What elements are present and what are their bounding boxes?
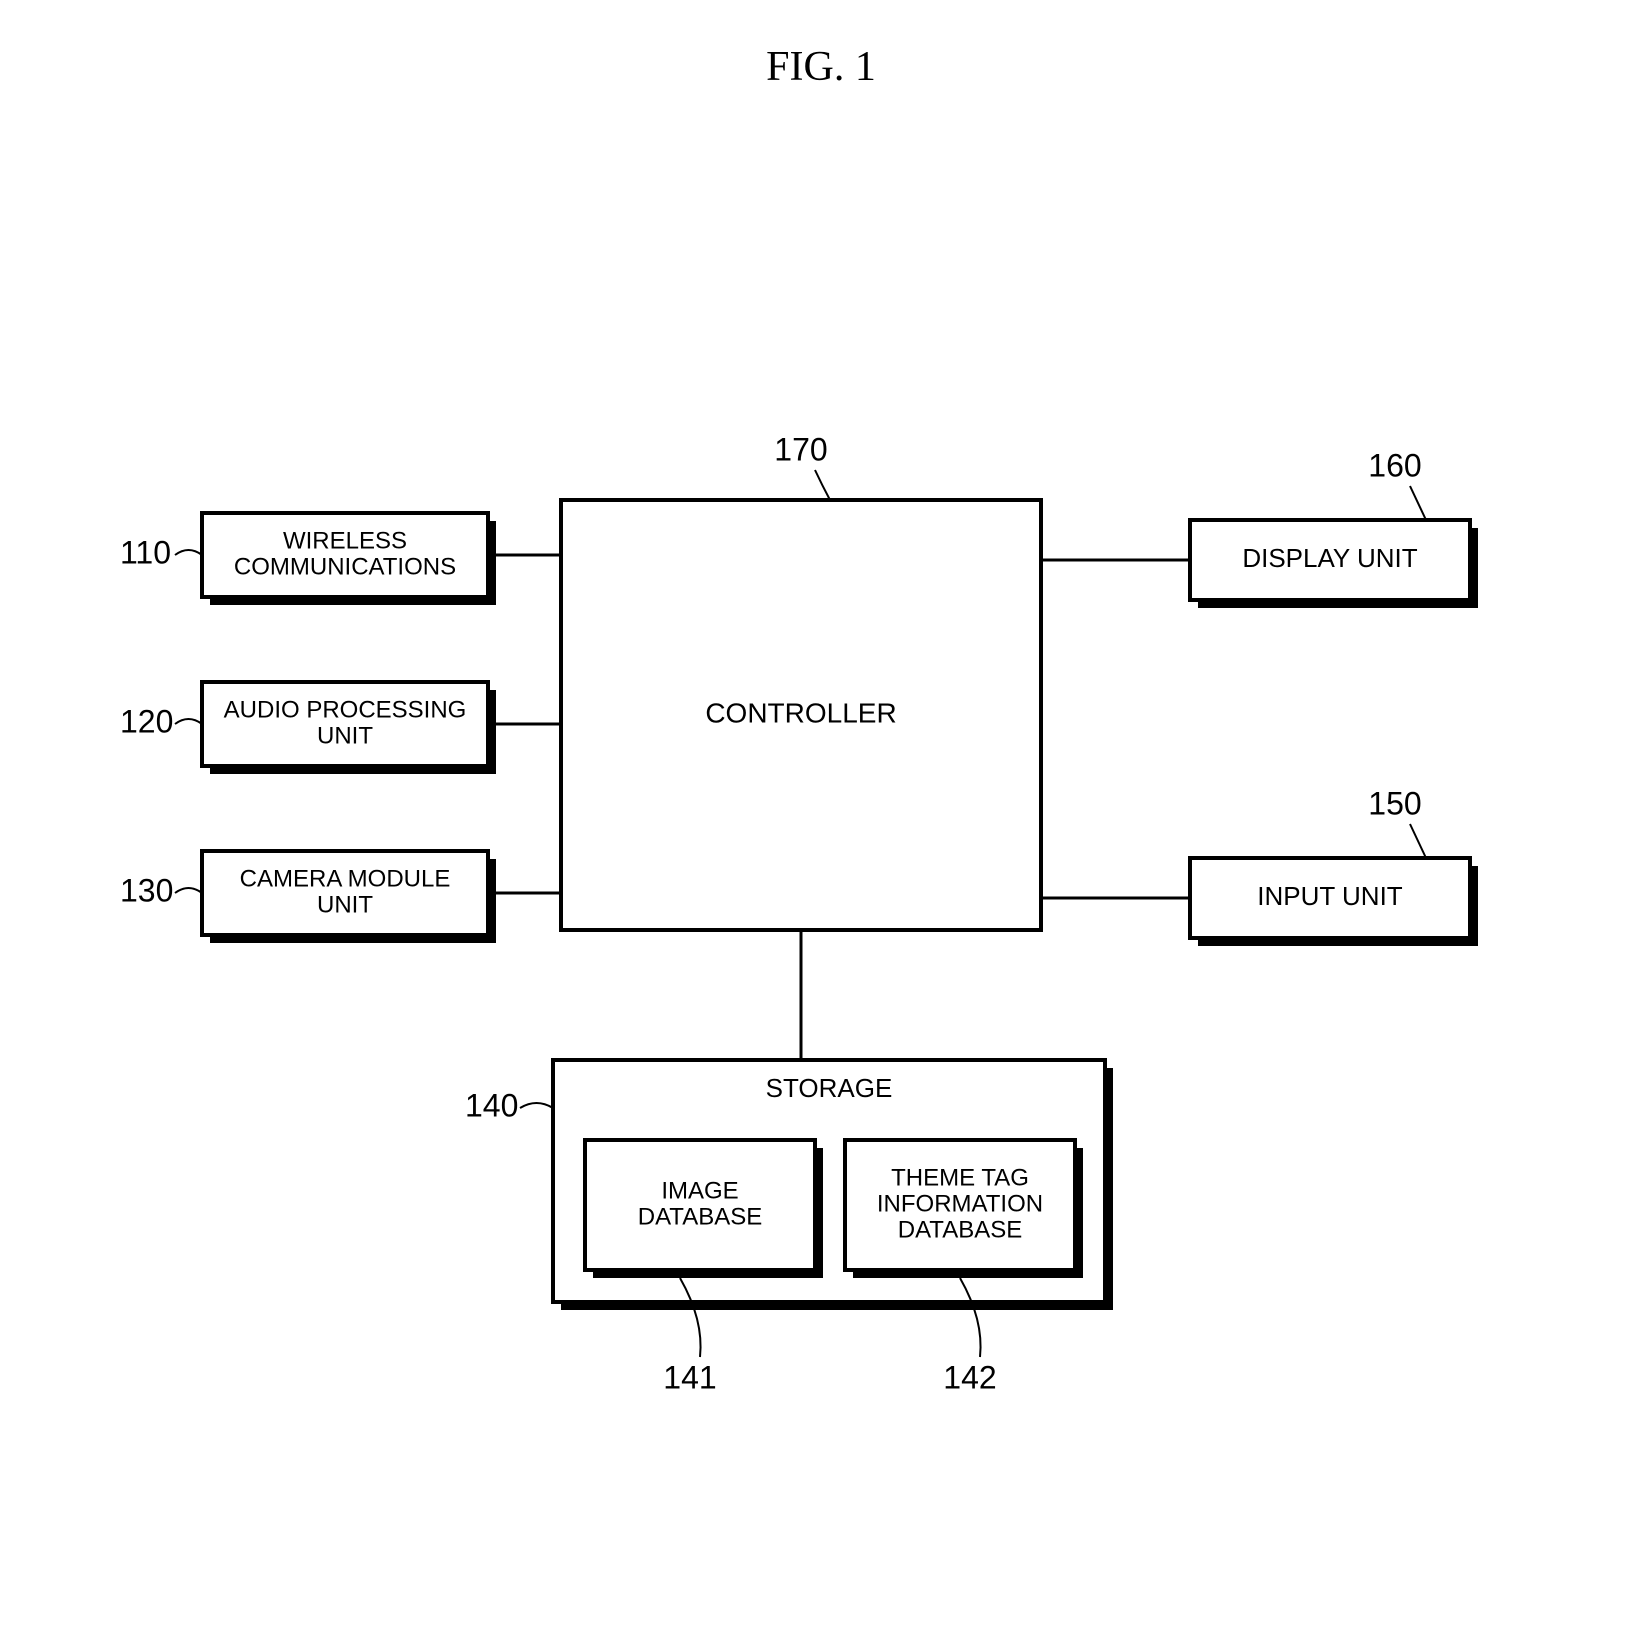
ref-leader [1410, 486, 1426, 520]
ref-number: 141 [663, 1359, 716, 1395]
box-label-line: UNIT [317, 722, 373, 749]
box-label-line: DATABASE [638, 1203, 762, 1230]
theme-tag-database-box: THEME TAGINFORMATIONDATABASE [845, 1140, 1083, 1278]
controller-box: CONTROLLER [561, 500, 1041, 930]
wireless-comm-box: WIRELESSCOMMUNICATIONS [202, 513, 496, 605]
display-unit-box: DISPLAY UNIT [1190, 520, 1478, 608]
ref-leader [1410, 824, 1426, 858]
input-unit-box: INPUT UNIT [1190, 858, 1478, 946]
ref-leader [815, 470, 830, 500]
box-label-line: IMAGE [661, 1177, 738, 1204]
box-label-line: THEME TAG [891, 1164, 1029, 1191]
box-label-line: DATABASE [898, 1216, 1022, 1243]
ref-number: 140 [465, 1087, 518, 1123]
figure-title: FIG. 1 [766, 44, 876, 90]
box-label-line: INFORMATION [877, 1190, 1043, 1217]
storage-label: STORAGE [766, 1073, 893, 1103]
camera-module-box: CAMERA MODULEUNIT [202, 851, 496, 943]
image-database-box: IMAGEDATABASE [585, 1140, 823, 1278]
ref-leader [175, 719, 202, 724]
box-label-line: DISPLAY UNIT [1242, 543, 1417, 573]
ref-leader [520, 1103, 553, 1108]
box-label-line: CAMERA MODULE [240, 865, 451, 892]
ref-number: 160 [1368, 447, 1421, 483]
controller-label: CONTROLLER [705, 697, 896, 728]
ref-number: 150 [1368, 785, 1421, 821]
ref-number: 120 [120, 703, 173, 739]
ref-leader [175, 888, 202, 893]
box-label-line: AUDIO PROCESSING [224, 696, 467, 723]
box-label-line: WIRELESS [283, 527, 407, 554]
ref-number: 130 [120, 872, 173, 908]
ref-number: 170 [774, 431, 827, 467]
ref-number: 142 [943, 1359, 996, 1395]
ref-leader [175, 550, 202, 555]
audio-processing-box: AUDIO PROCESSINGUNIT [202, 682, 496, 774]
box-label-line: COMMUNICATIONS [234, 553, 456, 580]
ref-number: 110 [120, 534, 171, 570]
box-label-line: UNIT [317, 891, 373, 918]
box-label-line: INPUT UNIT [1257, 881, 1403, 911]
